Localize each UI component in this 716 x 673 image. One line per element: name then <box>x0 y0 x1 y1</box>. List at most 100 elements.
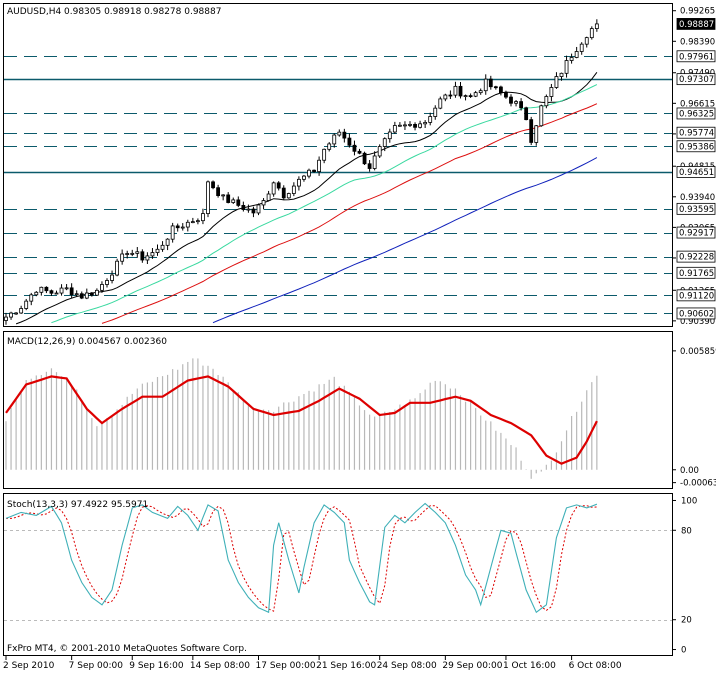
candle-body <box>362 152 367 165</box>
candle-body <box>448 94 453 97</box>
time-tick-label: 29 Sep 00:00 <box>442 661 502 671</box>
price-level-label: 0.97307 <box>679 75 714 85</box>
stoch-tick-label: 80 <box>681 526 692 536</box>
candle-body <box>514 101 518 104</box>
price-level-label: 0.92228 <box>679 253 714 263</box>
candle-body <box>337 131 342 136</box>
stoch-tick-label: 0 <box>681 646 686 656</box>
candle-body <box>352 144 357 152</box>
candle-body <box>54 292 59 295</box>
candle-body <box>150 252 155 257</box>
candle-body <box>493 86 498 89</box>
ma_long-line <box>212 157 598 324</box>
price-level-box <box>676 18 716 30</box>
candle-body <box>110 274 114 281</box>
candle-body <box>468 95 473 98</box>
candle-body <box>4 316 8 321</box>
macd-tick-label: -0.00063 <box>680 479 716 489</box>
candle-body <box>246 208 251 211</box>
candle-body <box>29 294 34 302</box>
moving-averages <box>15 72 598 325</box>
candle-body <box>89 292 94 296</box>
candle-body <box>347 137 352 146</box>
price-level-box <box>676 289 716 302</box>
candle-body <box>372 155 377 169</box>
candle-body <box>569 57 574 61</box>
price-level-label: 0.97961 <box>679 52 714 62</box>
price-level-label: 0.91120 <box>679 291 714 301</box>
candle-body <box>100 284 104 291</box>
macd-tick-label: 0.00 <box>680 466 699 476</box>
macd-panel[interactable]: MACD(12,26,9) 0.004567 0.002360 0.005859… <box>3 331 716 489</box>
price-tick-label: 0.90390 <box>680 317 715 327</box>
macd-panel-border <box>3 331 673 489</box>
macd-axis: 0.005859 0.00 -0.00063 <box>672 347 716 489</box>
candle-body <box>554 76 559 88</box>
macd-tick-label: 0.005859 <box>680 347 716 357</box>
price-level-label: 0.94651 <box>679 168 714 178</box>
price-level-box <box>676 266 716 279</box>
time-tick-label: 24 Sep 08:00 <box>377 661 437 671</box>
price-level-box <box>676 107 716 120</box>
candle-body <box>438 98 443 109</box>
price-axis: 0.992650.983900.974900.966150.957400.948… <box>672 7 716 327</box>
candle-body <box>185 221 190 228</box>
time-axis: 2 Sep 2010 7 Sep 00:00 9 Sep 16:00 14 Sep 0… <box>3 656 622 671</box>
candle-body <box>14 312 19 315</box>
candle-body <box>95 289 99 296</box>
candle-body <box>24 300 29 309</box>
candle-body <box>453 85 458 96</box>
stoch-main-line <box>5 502 598 614</box>
price-level-box <box>676 226 716 239</box>
stoch-tick-label: 20 <box>681 616 692 626</box>
time-tick-label: 9 Sep 16:00 <box>129 661 184 671</box>
candle-body <box>261 200 266 206</box>
price-level-label: 0.90602 <box>679 309 714 319</box>
candle-body <box>458 85 463 97</box>
candle-body <box>317 159 322 172</box>
candle-body <box>34 291 39 296</box>
candle-body <box>286 193 291 199</box>
ma_mid-line <box>51 84 598 324</box>
price-level-label: 0.91765 <box>679 269 714 279</box>
candle-body <box>367 163 372 169</box>
time-tick-label: 2 Sep 2010 <box>3 661 55 671</box>
candle-body <box>509 96 513 104</box>
candle-body <box>418 123 423 128</box>
candle-body <box>549 87 554 97</box>
time-tick-label: 14 Sep 08:00 <box>190 661 250 671</box>
candle-body <box>428 116 433 123</box>
candle-body <box>584 37 589 45</box>
chart-header-ohlc: 0.98305 0.98918 0.98278 0.98887 <box>64 7 221 17</box>
price-level-box <box>676 126 716 139</box>
candle-body <box>397 124 402 127</box>
chart-header-symbol: AUDUSD,H4 <box>7 7 62 17</box>
price-level-box <box>676 73 716 86</box>
time-tick-label: 17 Sep 00:00 <box>256 661 316 671</box>
price-level-label: 0.96325 <box>679 109 714 119</box>
candle-body <box>544 96 549 107</box>
candle-body <box>155 248 160 253</box>
candle-body <box>221 194 226 197</box>
macd-label: MACD(12,26,9) 0.004567 0.002360 <box>7 337 167 347</box>
candle-body <box>443 94 448 100</box>
candle-body <box>413 123 417 128</box>
candle-body <box>49 290 54 294</box>
candle-body <box>236 199 241 206</box>
candle-body <box>302 175 306 180</box>
price-panel[interactable]: AUDUSD,H4 0.98305 0.98918 0.98278 0.9888… <box>3 3 716 327</box>
candle-body <box>266 193 271 201</box>
candle-body <box>307 169 311 177</box>
candle-body <box>180 226 185 229</box>
time-tick-label: 6 Oct 08:00 <box>569 661 622 671</box>
candle-body <box>120 253 125 262</box>
candle-body <box>165 238 170 246</box>
candle-body <box>79 293 84 299</box>
stoch-panel[interactable]: Stoch(13,3,3) 97.4922 95.5971 FxPro MT4,… <box>3 493 698 656</box>
price-level-label: 0.95386 <box>679 142 714 152</box>
candle-body <box>579 43 584 52</box>
stoch-label: Stoch(13,3,3) 97.4922 95.5971 <box>7 500 148 510</box>
candle-body <box>69 287 74 296</box>
price-level-label: 0.92917 <box>679 229 714 239</box>
